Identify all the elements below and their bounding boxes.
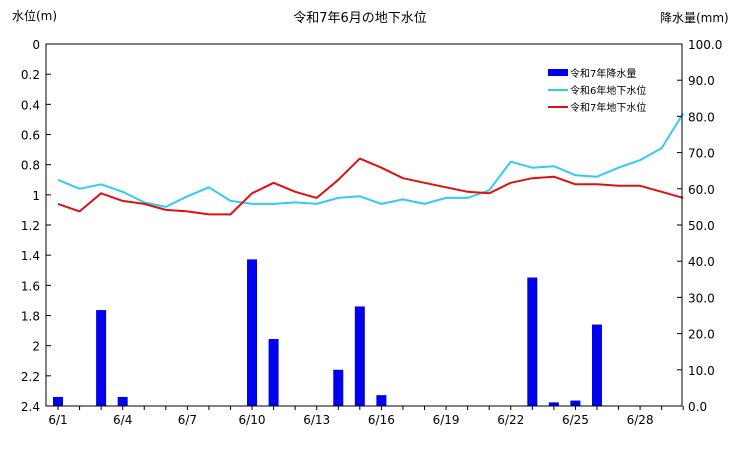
x-axis-ticks: 6/1 6/4 6/7 6/10 6/13 6/16 6/19 6/22 6/25 6/28 [48,406,684,427]
x-tick-label: 6/7 [178,413,197,427]
left-tick-label: 1.6 [21,279,40,293]
series-line-r7 [57,157,684,216]
right-axis-ticks: 0.0 10.0 20.0 30.0 40.0 50.0 60.0 70.0 80.0 90.0 1… [677,38,722,414]
left-tick-label: 1.4 [21,249,40,263]
right-tick-label: 20.0 [688,328,715,342]
rain-bar [117,396,128,406]
chart-title: 令和7年6月の地下水位 [293,11,427,26]
right-tick-label: 60.0 [688,183,715,197]
rain-bar [527,277,538,406]
rain-bar [333,369,344,406]
legend-label: 令和6年地下水位 [570,84,646,97]
x-tick-label: 6/16 [368,413,395,427]
x-tick-label: 6/13 [303,413,330,427]
right-tick-label: 100.0 [688,38,722,52]
right-tick-label: 0.0 [688,400,707,414]
rain-bar [376,395,387,406]
left-tick-label: 0.2 [21,68,40,82]
right-axis-label: 降水量(mm) [660,11,729,25]
left-tick-label: 0 [32,38,40,52]
x-tick-label: 6/22 [497,413,524,427]
legend-label: 令和7年降水量 [570,67,636,80]
x-tick-label: 6/19 [433,413,460,427]
rain-bar [570,400,581,406]
rain-bar [268,339,279,406]
left-tick-label: 1.8 [21,310,40,324]
rain-bar [247,259,258,406]
left-tick-label: 0.8 [21,159,40,173]
left-tick-label: 2 [32,340,40,354]
legend-label: 令和7年地下水位 [570,101,646,114]
right-tick-label: 90.0 [688,74,715,88]
x-tick-label: 6/25 [562,413,589,427]
rain-bars [53,259,602,406]
right-tick-label: 40.0 [688,255,715,269]
level-lines [57,112,685,216]
left-tick-label: 1.2 [21,219,40,233]
rain-bar [354,306,365,406]
right-tick-label: 70.0 [688,147,715,161]
rain-bar [53,396,63,406]
x-tick-label: 6/28 [627,413,654,427]
left-tick-label: 0.4 [21,98,40,112]
legend-swatch-rain [548,69,568,76]
right-tick-label: 30.0 [688,291,715,305]
series-line-r6 [57,112,685,208]
x-tick-label: 6/1 [48,413,67,427]
right-tick-label: 50.0 [688,219,715,233]
left-tick-label: 1 [32,189,40,203]
left-axis-label: 水位(m) [12,8,57,23]
x-tick-label: 6/4 [113,413,132,427]
left-tick-label: 2.4 [21,400,40,414]
rain-bar [96,310,107,406]
rain-bar [591,324,602,406]
x-tick-label: 6/10 [239,413,266,427]
right-tick-label: 10.0 [688,364,715,378]
left-tick-label: 2.2 [21,370,40,384]
left-axis-ticks: 0 0.2 0.4 0.6 0.8 1 1.2 1.4 1.6 1.8 2 2.2 2.4 [21,38,51,414]
left-tick-label: 0.6 [21,129,40,143]
right-tick-label: 80.0 [688,110,715,124]
rain-bar [548,402,559,406]
